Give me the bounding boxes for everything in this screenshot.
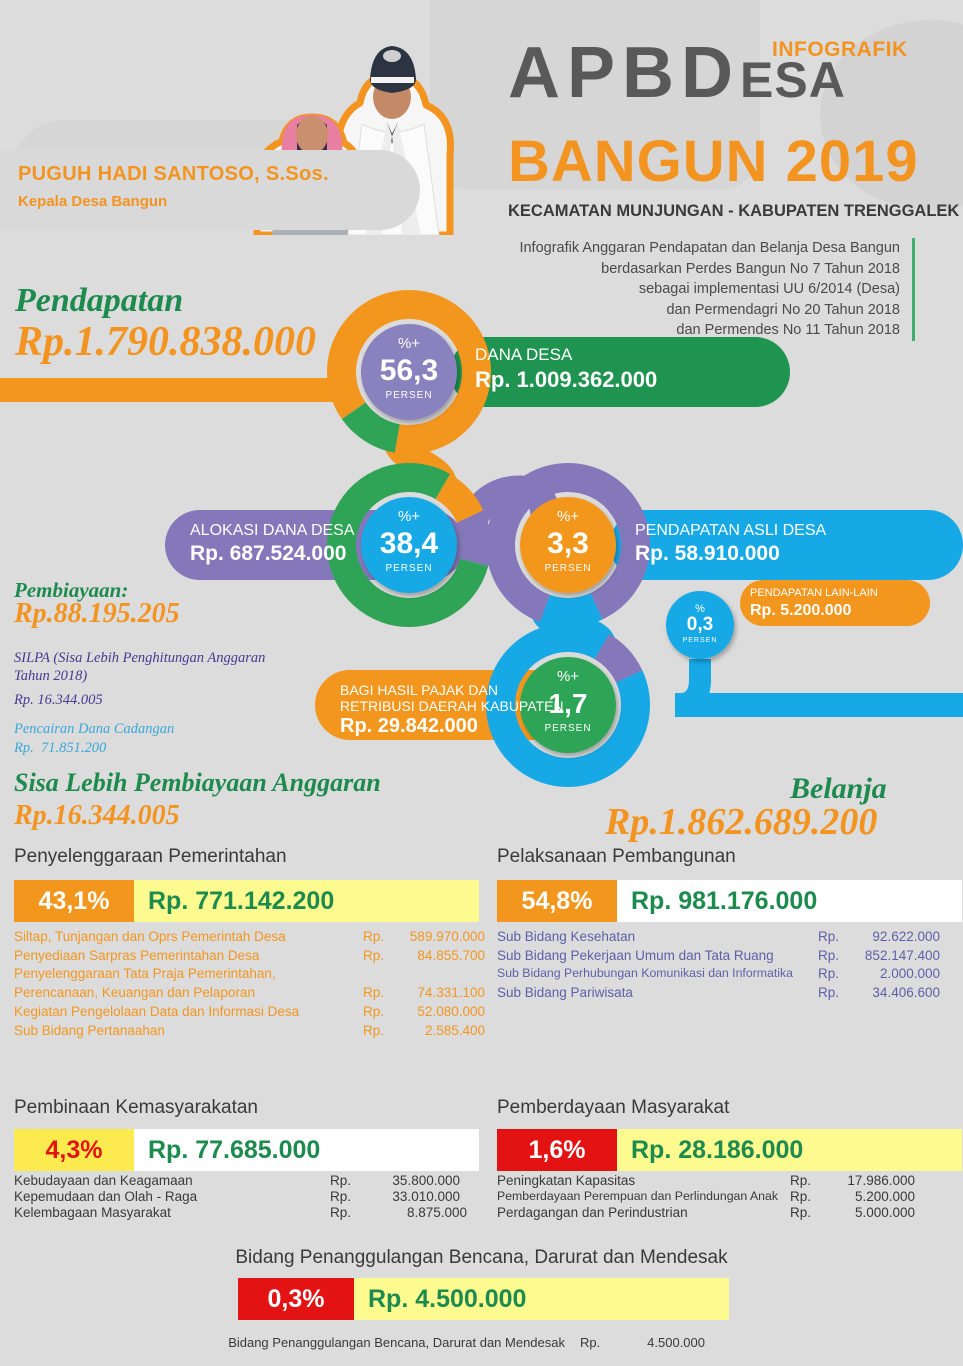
svg-text:Rp. 5.200.000: Rp. 5.200.000	[750, 602, 852, 619]
svg-text:PERSEN: PERSEN	[544, 563, 591, 574]
svg-text:Rp. 687.524.000: Rp. 687.524.000	[190, 542, 346, 565]
svg-text:PENDAPATAN LAIN-LAIN: PENDAPATAN LAIN-LAIN	[750, 587, 878, 599]
svg-text:56,3: 56,3	[380, 354, 438, 387]
svg-text:%+: %+	[557, 508, 579, 525]
svg-text:PERSEN: PERSEN	[385, 563, 432, 574]
svg-text:Rp. 1.009.362.000: Rp. 1.009.362.000	[475, 367, 657, 392]
svg-text:RETRIBUSI DAERAH KABUPATEN: RETRIBUSI DAERAH KABUPATEN	[340, 698, 564, 714]
svg-text:ALOKASI DANA DESA: ALOKASI DANA DESA	[190, 522, 355, 539]
svg-text:0,3: 0,3	[687, 614, 713, 635]
svg-text:Rp. 58.910.000: Rp. 58.910.000	[635, 542, 780, 565]
svg-text:DANA DESA: DANA DESA	[475, 345, 573, 364]
svg-text:PERSEN: PERSEN	[385, 390, 432, 401]
svg-text:PENDAPATAN ASLI DESA: PENDAPATAN ASLI DESA	[635, 522, 827, 539]
svg-text:%+: %+	[398, 335, 420, 352]
svg-text:3,3: 3,3	[547, 527, 589, 560]
svg-text:PERSEN: PERSEN	[683, 637, 718, 644]
svg-text:%+: %+	[557, 668, 579, 685]
svg-text:38,4: 38,4	[380, 527, 439, 560]
svg-text:Rp. 29.842.000: Rp. 29.842.000	[340, 715, 478, 737]
svg-text:%+: %+	[398, 508, 420, 525]
svg-text:PERSEN: PERSEN	[544, 723, 591, 734]
svg-text:BAGI HASIL PAJAK DAN: BAGI HASIL PAJAK DAN	[340, 682, 498, 698]
